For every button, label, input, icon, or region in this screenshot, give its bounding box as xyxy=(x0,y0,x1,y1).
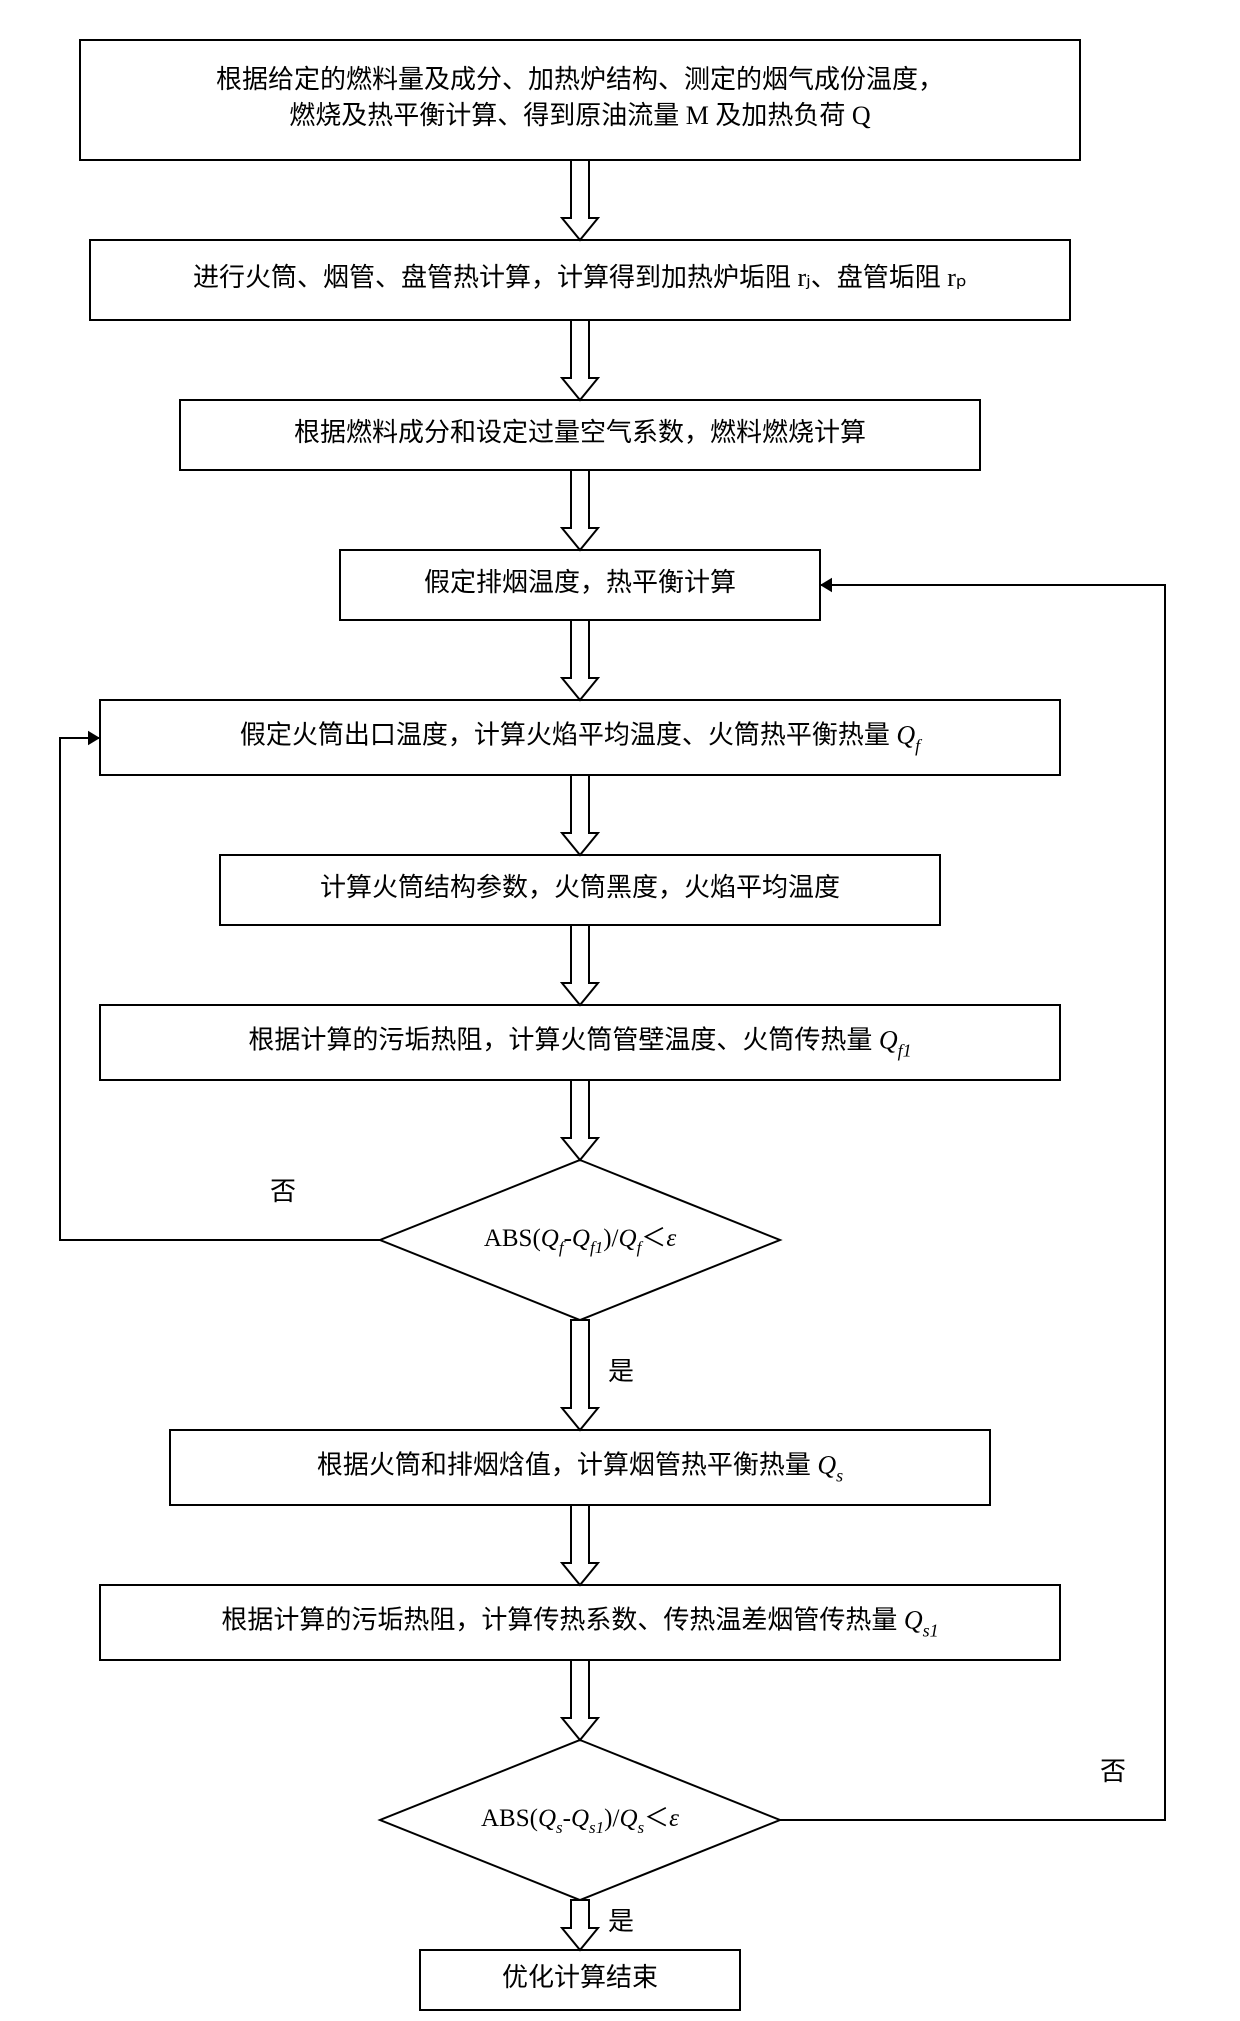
svg-text:优化计算结束: 优化计算结束 xyxy=(502,1963,658,1992)
svg-text:燃烧及热平衡计算、得到原油流量 M 及加热负荷 Q: 燃烧及热平衡计算、得到原油流量 M 及加热负荷 Q xyxy=(289,101,871,130)
svg-text:计算火筒结构参数，火筒黑度，火焰平均温度: 计算火筒结构参数，火筒黑度，火焰平均温度 xyxy=(320,873,840,902)
svg-text:是: 是 xyxy=(608,1907,634,1936)
svg-text:根据给定的燃料量及成分、加热炉结构、测定的烟气成份温度，: 根据给定的燃料量及成分、加热炉结构、测定的烟气成份温度， xyxy=(216,65,944,94)
svg-text:假定排烟温度，热平衡计算: 假定排烟温度，热平衡计算 xyxy=(424,568,736,597)
svg-text:否: 否 xyxy=(270,1177,296,1206)
svg-text:根据燃料成分和设定过量空气系数，燃料燃烧计算: 根据燃料成分和设定过量空气系数，燃料燃烧计算 xyxy=(294,418,866,447)
svg-text:否: 否 xyxy=(1100,1757,1126,1786)
svg-text:进行火筒、烟管、盘管热计算，计算得到加热炉垢阻 rⱼ、盘管垢: 进行火筒、烟管、盘管热计算，计算得到加热炉垢阻 rⱼ、盘管垢阻 rₚ xyxy=(193,263,967,292)
svg-text:是: 是 xyxy=(608,1357,634,1386)
